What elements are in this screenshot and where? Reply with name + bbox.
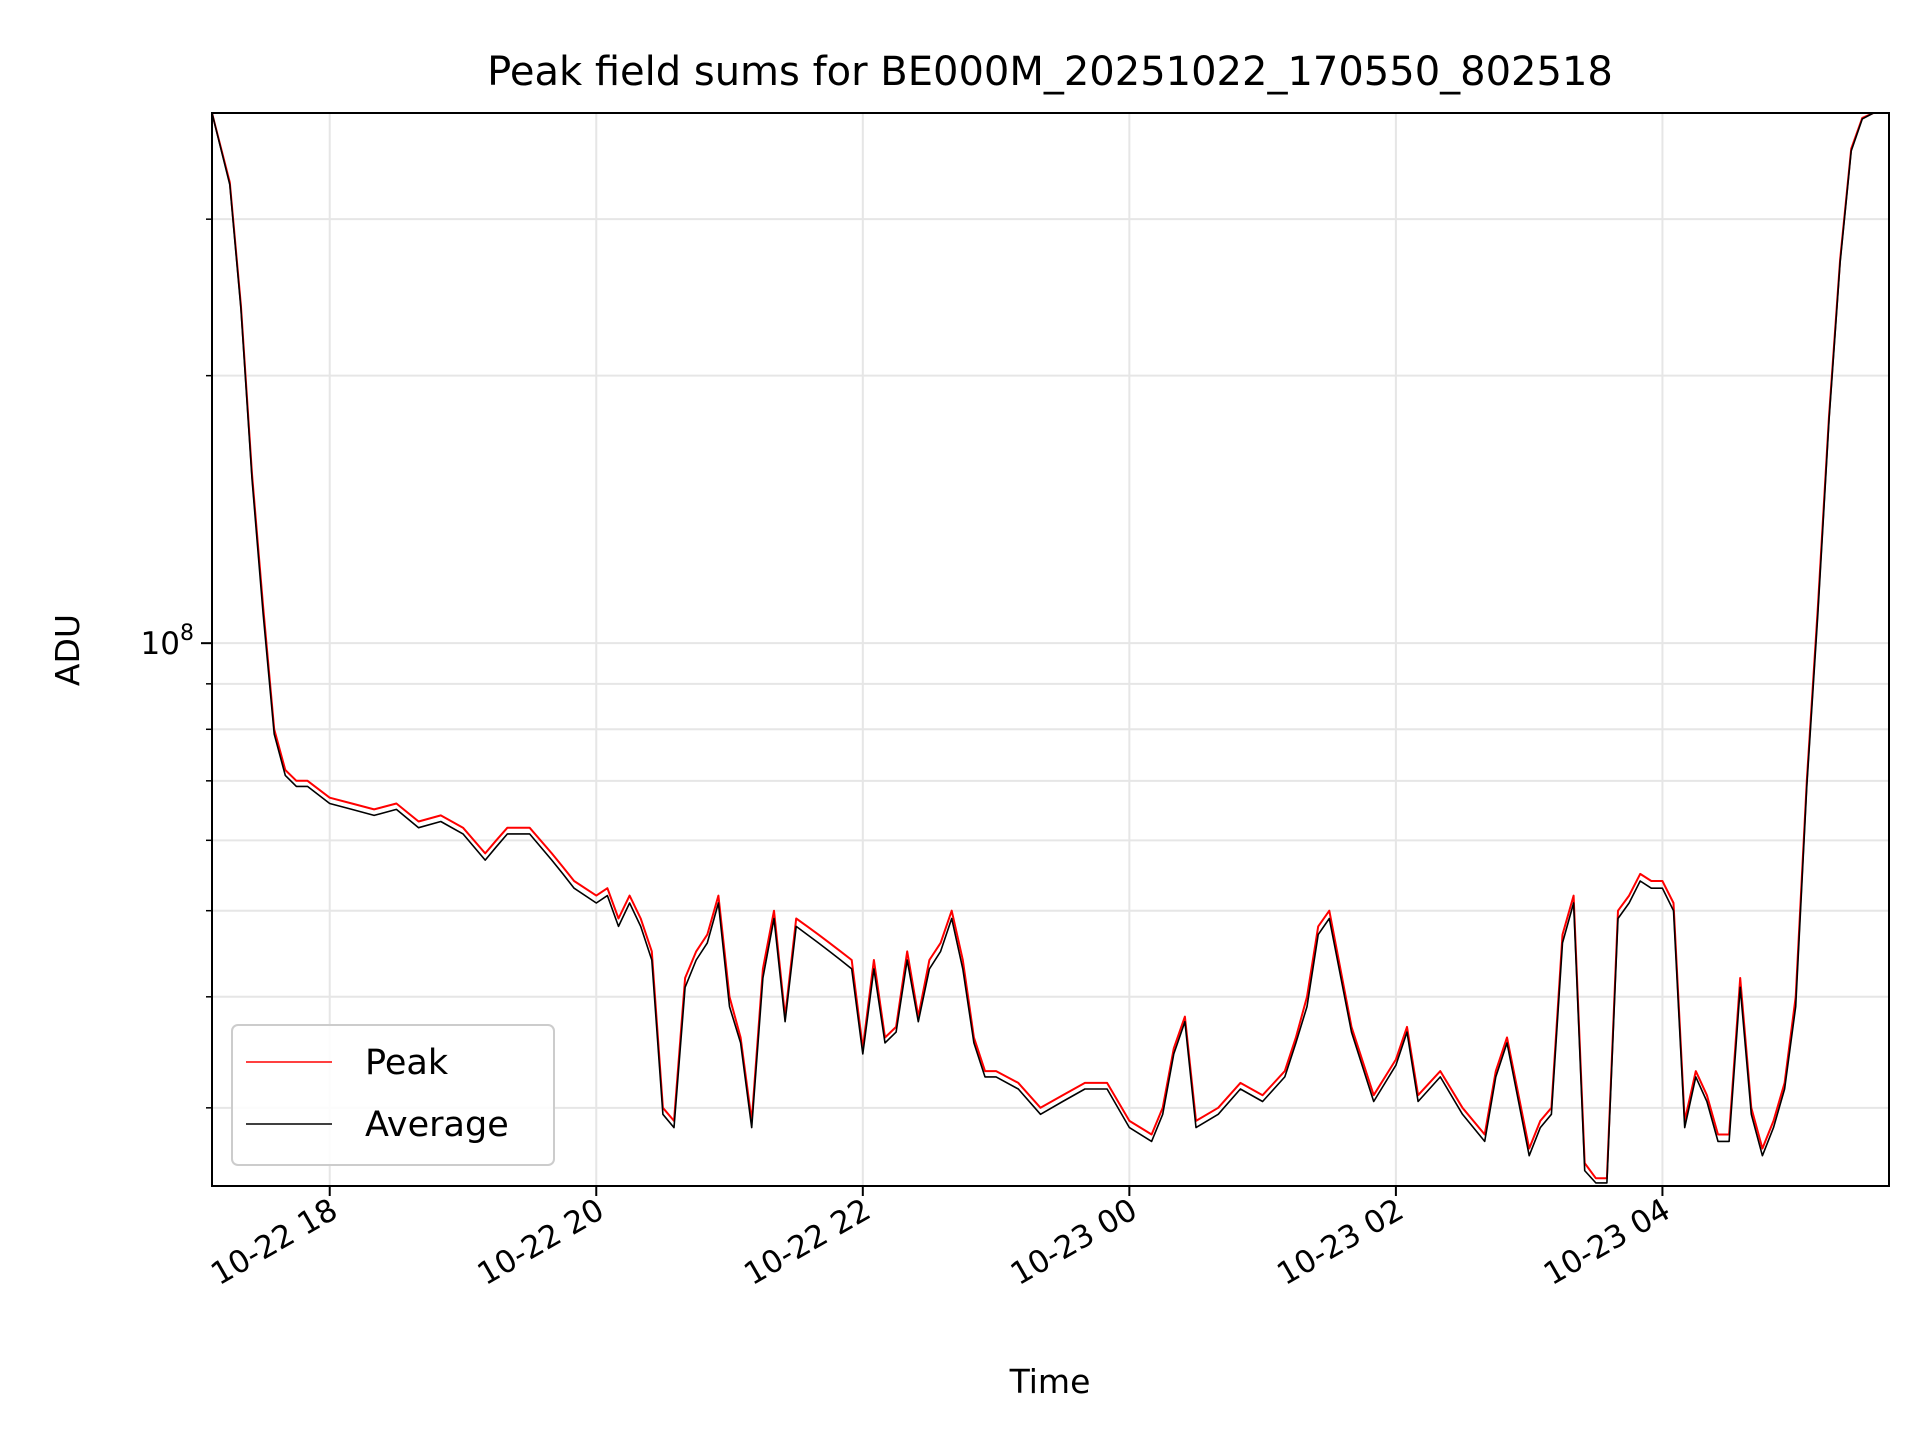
x-axis-label: Time [1009, 1362, 1091, 1401]
y-axis-label: ADU [48, 614, 87, 686]
series-line-average [211, 112, 1874, 1184]
y-tick-label: 108 [141, 621, 194, 662]
chart-title: Peak field sums for BE000M_20251022_1705… [487, 49, 1613, 95]
plot-frame [211, 112, 1890, 1187]
series-layer [211, 112, 1874, 1184]
grid-lines [212, 113, 1889, 1186]
series-line-peak [211, 112, 1874, 1180]
legend-box [231, 1024, 555, 1166]
y-tick-labels: 108 [141, 621, 194, 662]
tick-marks [201, 218, 1664, 1196]
legend-label-average: Average [365, 1105, 509, 1145]
legend-label-peak: Peak [365, 1043, 449, 1083]
legend: Peak Average [231, 1024, 555, 1166]
